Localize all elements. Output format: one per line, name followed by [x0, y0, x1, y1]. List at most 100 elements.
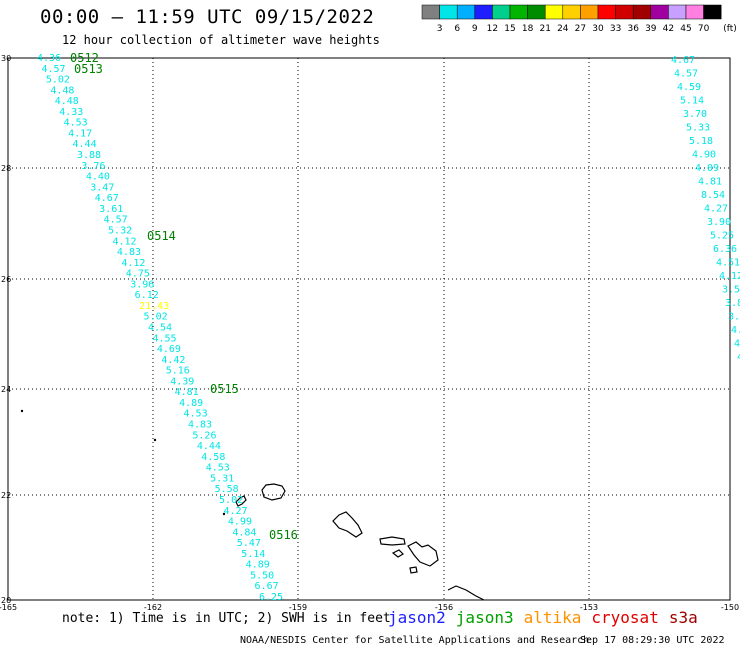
swh-value-label: 3.87 [725, 298, 740, 309]
swh-value-label: 3.47 [90, 182, 114, 193]
map-subtitle: 12 hour collection of altimeter wave hei… [62, 33, 380, 47]
swh-value-label: 3.90 [707, 217, 731, 228]
swh-value-label: 6.25 [259, 592, 283, 603]
swh-value-label: 4.44 [197, 441, 221, 452]
swh-value-label: 5.26 [192, 430, 216, 441]
swh-value-label: 4.84 [232, 527, 256, 538]
swh-value-label: 4.89 [179, 398, 203, 409]
colorbar-level-label: 70 [698, 24, 710, 34]
colorbar-level-label: 33 [610, 24, 621, 34]
longitude-tick-label: -153 [580, 603, 598, 612]
swh-value-label: 5.14 [680, 96, 704, 107]
swh-value-label: 4.67 [95, 193, 119, 204]
latitude-tick-label: 30 [1, 54, 11, 63]
swh-value-label: 4.39 [170, 376, 194, 387]
swh-value-label: 4.48 [50, 85, 74, 96]
colorbar-level-label: 21 [539, 24, 550, 34]
map-title: 00:00 – 11:59 UTC 09/15/2022 [40, 6, 375, 28]
swh-value-label: 3.54 [722, 285, 740, 296]
satellite-legend-cryosat: cryosat [591, 608, 659, 627]
swh-value-label: 3.70 [683, 109, 707, 120]
swh-value-label: 4.58 [201, 452, 225, 463]
islet-dot [222, 512, 226, 516]
colorbar-level-label: 36 [627, 24, 639, 34]
credit-timestamp: Sep 17 08:29:30 UTC 2022 [580, 635, 725, 646]
swh-value-label: 4.83 [117, 247, 141, 258]
pass-time-label: 0515 [210, 382, 239, 396]
swh-value-label: 4.33 [59, 107, 83, 118]
swh-value-label: 6.36 [713, 244, 737, 255]
colorbar-level-label: 15 [504, 24, 515, 34]
latitude-tick-label: 28 [1, 164, 11, 173]
colorbar-level-label: 42 [663, 24, 674, 34]
pass-time-label: 0514 [147, 229, 176, 243]
swh-value-label: 5.33 [686, 123, 710, 134]
swh-value-label: 8.54 [701, 190, 725, 201]
oahu-island [332, 511, 363, 538]
latitude-tick-label: 22 [1, 491, 11, 500]
color-scale-legend: 3 6 9 12 15 18 21 24 27 30 33 36 39 42 45 70 (ft) [421, 4, 737, 34]
colorbar-level-label: 24 [557, 24, 569, 34]
swh-value-label: 4.54 [148, 323, 172, 334]
colorbar-level-label: 12 [487, 24, 498, 34]
swh-value-label: 5.31 [210, 473, 234, 484]
swh-value-label: 5.02 [219, 495, 243, 506]
footnote: note: 1) Time is in UTC; 2) SWH is in fe… [62, 611, 391, 626]
swh-value-label: 4.67 [671, 55, 695, 66]
colorbar-level-label: 6 [454, 24, 460, 34]
swh-value-label: 5.47 [237, 538, 261, 549]
map-frame [7, 57, 731, 601]
swh-value-label: 3.57 [728, 312, 740, 323]
swh-value-label: 4.09 [695, 163, 719, 174]
swh-value-label: 5.02 [46, 75, 70, 86]
islet-dot [20, 409, 24, 413]
satellite-legend-jason2: jason2 [388, 608, 446, 627]
axis-tick-labels: -165 -162 -159 -156 -153 -150 30 28 26 24 22 20 [0, 54, 739, 612]
swh-value-label: 4.53 [206, 463, 230, 474]
colorbar-level-label: 3 [437, 24, 443, 34]
colorbar-level-label: 45 [680, 24, 691, 34]
swh-value-label: 4.12 [121, 258, 145, 269]
swh-value-label: 3.88 [77, 150, 101, 161]
swh-value-label: 4.99 [228, 517, 252, 528]
swh-value-label: 4.48 [55, 96, 79, 107]
swh-value-label: 4.53 [184, 409, 208, 420]
swh-value-label: 6.67 [255, 581, 279, 592]
pass-time-label: 0516 [269, 528, 298, 542]
molokai-island [379, 536, 406, 546]
swh-value-label: 5.58 [215, 484, 239, 495]
latitude-tick-label: 24 [1, 385, 11, 394]
swh-value-label: 4.51 [716, 258, 740, 269]
swh-value-label: 6.12 [135, 290, 159, 301]
longitude-tick-label: -159 [289, 603, 307, 612]
swh-value-label: 4.53 [64, 118, 88, 129]
swh-value-label: 4.38 [734, 339, 740, 350]
satellite-legend: jason2 jason3 altika cryosat s3a [388, 608, 708, 627]
swh-value-label: 4.52 [737, 352, 740, 363]
swh-value-label: 21.43 [139, 301, 169, 312]
latitude-tick-label: 20 [1, 596, 11, 605]
swh-value-label: 4.55 [152, 333, 176, 344]
swh-value-label: 4.27 [223, 506, 247, 517]
swh-value-label: 4.69 [157, 344, 181, 355]
swh-value-label: 4.57 [104, 215, 128, 226]
niihau-island [235, 495, 247, 507]
swh-value-label: 4.89 [246, 560, 270, 571]
longitude-tick-label: -162 [144, 603, 162, 612]
longitude-tick-label: -165 [0, 603, 17, 612]
swh-value-label: 4.90 [692, 150, 716, 161]
swh-value-label: 4.12 [719, 271, 740, 282]
satellite-legend-altika: altika [523, 608, 582, 627]
swh-value-label: 4.36 [37, 53, 61, 64]
colorbar-level-label: 18 [522, 24, 534, 34]
swh-value-label: 4.57 [41, 64, 65, 75]
hawaii-island [447, 585, 485, 601]
satellite-legend-jason3: jason3 [455, 608, 514, 627]
kauai-island [261, 483, 286, 501]
swh-value-label: 4.42 [161, 355, 185, 366]
colorbar-unit-label: (ft) [723, 24, 737, 34]
swh-value-label: 4.81 [698, 177, 722, 188]
lanai-island [391, 549, 404, 558]
